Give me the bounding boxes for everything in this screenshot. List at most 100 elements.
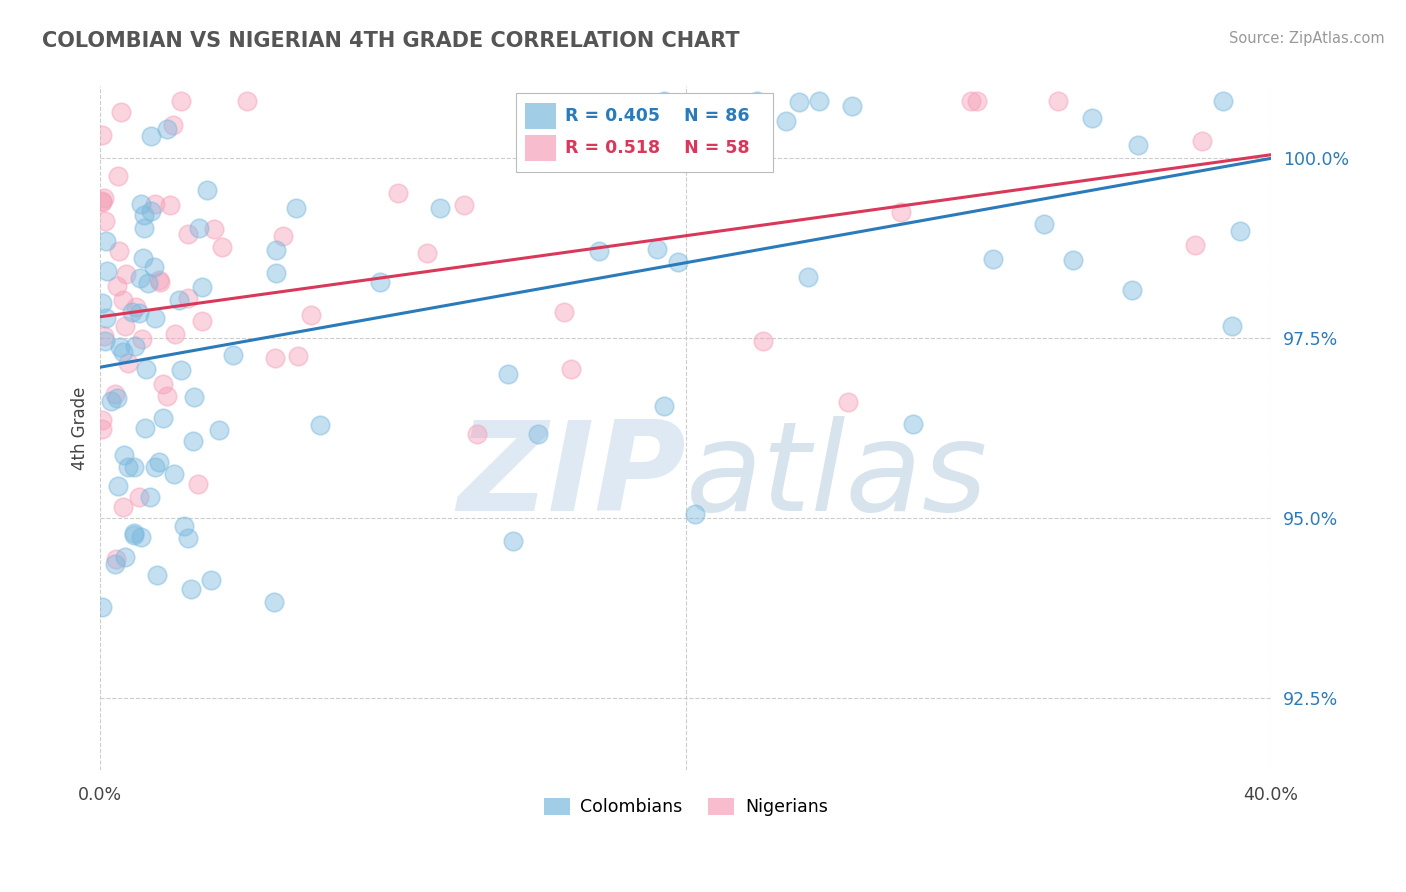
- Point: [170, 363, 193, 377]
- Point: [111, 293, 134, 307]
- Point: [163, 467, 186, 482]
- Point: [131, 252, 153, 266]
- Point: [94, 214, 117, 228]
- Point: [188, 220, 211, 235]
- Point: [100, 393, 122, 408]
- Point: [114, 318, 136, 333]
- Point: [387, 186, 409, 200]
- Point: [747, 94, 769, 108]
- Point: [841, 99, 863, 113]
- Point: [93, 191, 115, 205]
- Point: [148, 455, 170, 469]
- Text: atlas: atlas: [686, 416, 988, 537]
- Point: [191, 280, 214, 294]
- Point: [211, 240, 233, 254]
- Point: [93, 328, 115, 343]
- Point: [112, 500, 135, 515]
- Point: [197, 183, 219, 197]
- Point: [553, 305, 575, 319]
- Point: [114, 549, 136, 564]
- Point: [966, 94, 988, 108]
- Point: [560, 362, 582, 376]
- Point: [1033, 217, 1056, 231]
- Point: [90, 194, 112, 208]
- Point: [752, 334, 775, 349]
- Point: [775, 114, 797, 128]
- Point: [112, 344, 135, 359]
- Point: [125, 301, 148, 315]
- Point: [666, 255, 689, 269]
- Point: [181, 434, 204, 448]
- Point: [502, 534, 524, 549]
- Point: [146, 568, 169, 582]
- Point: [588, 244, 610, 258]
- Point: [128, 306, 150, 320]
- Point: [152, 411, 174, 425]
- Point: [148, 273, 170, 287]
- Point: [165, 326, 187, 341]
- Point: [652, 94, 675, 108]
- Point: [429, 202, 451, 216]
- Point: [143, 311, 166, 326]
- Point: [496, 368, 519, 382]
- Point: [124, 339, 146, 353]
- Point: [177, 227, 200, 242]
- FancyBboxPatch shape: [526, 103, 555, 128]
- Point: [96, 310, 118, 325]
- Y-axis label: 4th Grade: 4th Grade: [72, 386, 89, 470]
- Point: [299, 308, 322, 322]
- Point: [1212, 94, 1234, 108]
- Point: [122, 525, 145, 540]
- Point: [837, 395, 859, 409]
- Point: [183, 390, 205, 404]
- Point: [264, 266, 287, 280]
- Point: [105, 279, 128, 293]
- Point: [117, 459, 139, 474]
- Point: [173, 518, 195, 533]
- Point: [235, 94, 257, 108]
- Point: [796, 270, 818, 285]
- Point: [202, 221, 225, 235]
- Point: [96, 264, 118, 278]
- Point: [122, 528, 145, 542]
- Point: [152, 376, 174, 391]
- Point: [1126, 138, 1149, 153]
- Text: R = 0.518    N = 58: R = 0.518 N = 58: [565, 139, 749, 157]
- Point: [159, 198, 181, 212]
- Point: [117, 356, 139, 370]
- Point: [553, 107, 575, 121]
- Point: [134, 208, 156, 222]
- Point: [789, 95, 811, 110]
- Point: [156, 389, 179, 403]
- Point: [129, 530, 152, 544]
- Text: Source: ZipAtlas.com: Source: ZipAtlas.com: [1229, 31, 1385, 46]
- Point: [1220, 319, 1243, 334]
- Point: [108, 340, 131, 354]
- Point: [527, 427, 550, 442]
- Point: [960, 94, 983, 108]
- Point: [453, 198, 475, 212]
- Point: [139, 128, 162, 143]
- Point: [167, 293, 190, 307]
- Point: [645, 242, 668, 256]
- Point: [124, 460, 146, 475]
- Point: [416, 245, 439, 260]
- Point: [143, 197, 166, 211]
- Point: [115, 267, 138, 281]
- Point: [91, 295, 114, 310]
- Point: [129, 196, 152, 211]
- Point: [104, 387, 127, 401]
- Point: [121, 304, 143, 318]
- Text: COLOMBIAN VS NIGERIAN 4TH GRADE CORRELATION CHART: COLOMBIAN VS NIGERIAN 4TH GRADE CORRELAT…: [42, 31, 740, 51]
- Point: [1062, 253, 1084, 268]
- Point: [200, 573, 222, 587]
- Point: [187, 476, 209, 491]
- Point: [308, 418, 330, 433]
- Point: [131, 332, 153, 346]
- Point: [108, 244, 131, 258]
- Point: [90, 195, 112, 210]
- Point: [263, 351, 285, 365]
- Point: [176, 532, 198, 546]
- Point: [143, 260, 166, 274]
- Point: [903, 417, 925, 431]
